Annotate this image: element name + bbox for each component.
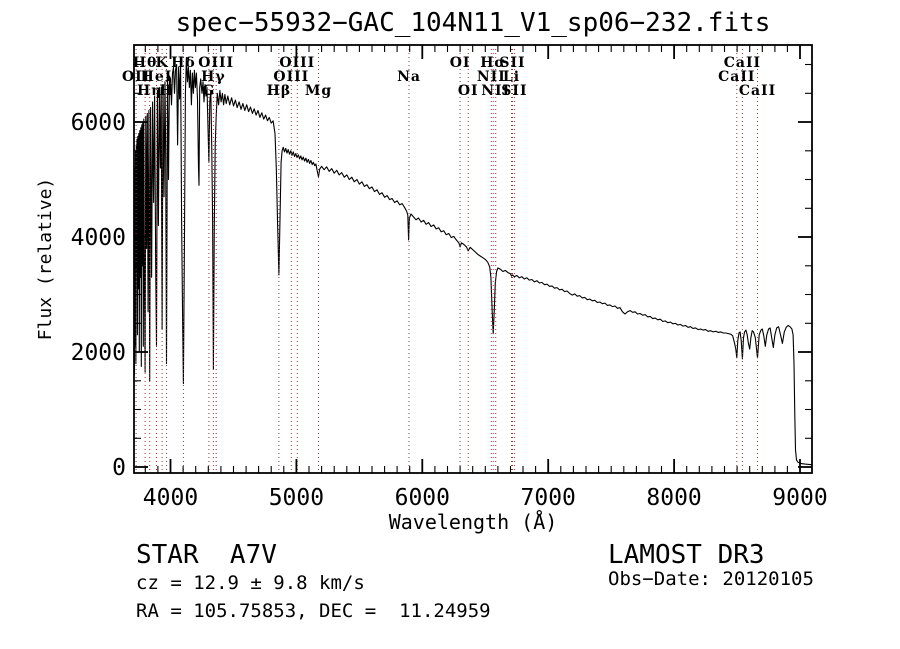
- spectrum-line: [133, 57, 812, 466]
- y-axis-label: Flux (relative): [35, 177, 56, 341]
- spectral-line-label: NII: [481, 83, 510, 99]
- spectral-line-label: Hθ: [133, 55, 158, 71]
- x-tick-label: 6000: [395, 485, 450, 511]
- x-tick-label: 7000: [521, 485, 576, 511]
- spectral-line-label: OIII: [273, 69, 309, 85]
- y-tick-label: 6000: [71, 110, 126, 136]
- spectral-line-label: G: [202, 83, 215, 99]
- plot-frame: [133, 44, 813, 474]
- x-tick-label: 8000: [646, 485, 701, 511]
- spectral-line-label: Hη: [137, 83, 162, 99]
- spectral-line-label: Mg: [305, 83, 332, 99]
- spectral-line-label: H: [159, 83, 173, 99]
- survey-text: LAMOST DR3: [608, 540, 765, 570]
- x-tick-label: 4000: [143, 485, 198, 511]
- object-class-text: STAR A7V: [136, 540, 277, 570]
- spectral-line-label: OIII: [279, 55, 315, 71]
- spectral-line-label: Li: [503, 69, 520, 85]
- spectral-line-label: SII: [499, 55, 525, 71]
- spectral-line-label: OIII: [198, 55, 234, 71]
- x-tick-label: 5000: [269, 485, 324, 511]
- y-tick-label: 4000: [71, 225, 126, 251]
- spectral-line-label: NII: [477, 69, 506, 85]
- radec-text: RA = 105.75853, DEC = 11.24959: [136, 600, 491, 622]
- y-tick-label: 0: [112, 455, 126, 481]
- spectral-line-label: Hδ: [171, 55, 196, 71]
- spectral-line-label: Na: [397, 69, 421, 85]
- spectral-line-label: Hα: [480, 55, 506, 71]
- cz-text: cz = 12.9 ± 9.8 km/s: [136, 572, 365, 594]
- x-tick-label: 9000: [772, 485, 827, 511]
- spectral-line-label: HeI: [141, 69, 173, 85]
- spectral-line-label: CaII: [739, 83, 776, 99]
- x-axis-label: Wavelength (Å): [388, 510, 558, 534]
- spectral-line-label: OII: [122, 69, 150, 85]
- spectral-line-label: K: [156, 55, 169, 71]
- obs-date-text: Obs−Date: 20120105: [608, 568, 814, 590]
- spectral-line-label: SII: [501, 83, 527, 99]
- spectral-line-label: OI: [450, 55, 471, 71]
- y-tick-label: 2000: [71, 340, 126, 366]
- figure-title: spec−55932−GAC_104N11_V1_sp06−232.fits: [175, 8, 771, 38]
- spectral-line-label: CaII: [718, 69, 755, 85]
- spectral-line-label: OI: [458, 83, 479, 99]
- spectral-line-label: Hβ: [267, 83, 292, 99]
- spectral-line-label: CaII: [724, 55, 761, 71]
- spectral-line-label: Hγ: [201, 69, 225, 85]
